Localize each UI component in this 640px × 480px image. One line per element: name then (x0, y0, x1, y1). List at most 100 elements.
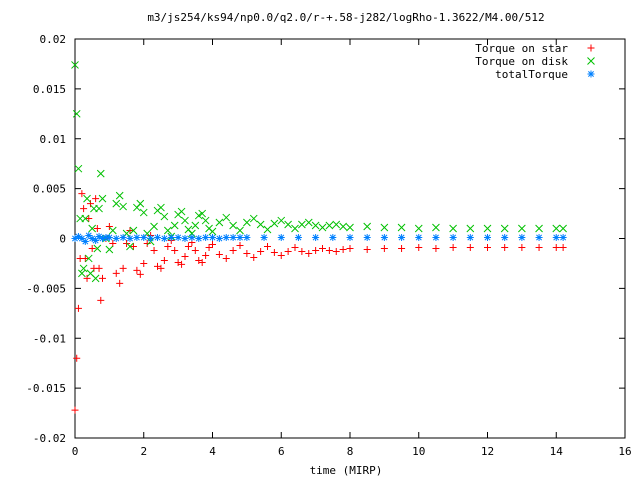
data-point (74, 304, 82, 312)
data-point (319, 244, 326, 252)
data-point (466, 224, 475, 233)
data-point (483, 224, 492, 233)
data-point (339, 222, 347, 231)
data-point (484, 243, 491, 251)
data-point (229, 246, 237, 254)
data-point (215, 250, 223, 258)
data-point (88, 244, 96, 252)
data-point (270, 219, 279, 228)
x-axis-label: time (MIRP) (310, 464, 383, 477)
data-point (195, 235, 203, 242)
data-point (229, 221, 237, 230)
data-point (380, 234, 388, 242)
data-point (99, 235, 106, 242)
data-point (484, 234, 491, 242)
data-point (236, 241, 244, 249)
data-point (363, 245, 371, 253)
data-point (119, 202, 127, 211)
data-point (71, 235, 79, 242)
data-point (277, 234, 285, 242)
data-point (86, 200, 94, 208)
data-point (154, 234, 161, 242)
data-point (81, 214, 90, 223)
data-point (518, 224, 526, 233)
data-point (170, 221, 179, 230)
data-point (85, 232, 93, 240)
data-point (260, 234, 268, 242)
data-point (81, 254, 89, 262)
data-point (129, 226, 138, 235)
x-tick-label: 14 (550, 445, 564, 458)
data-point (277, 251, 285, 259)
data-point (284, 247, 292, 255)
data-point (202, 234, 210, 242)
data-point (91, 274, 100, 283)
data-point (140, 259, 148, 267)
data-point (305, 249, 313, 257)
data-point (243, 218, 251, 227)
data-point (79, 264, 88, 273)
data-point (552, 234, 560, 242)
legend-marker (587, 44, 595, 52)
data-point (222, 254, 230, 262)
data-point (167, 234, 175, 242)
data-point (432, 223, 440, 232)
x-tick-label: 16 (618, 445, 631, 458)
data-point (552, 243, 560, 251)
series (71, 190, 567, 414)
data-point (397, 223, 406, 232)
data-point (191, 221, 200, 230)
data-point (136, 270, 144, 278)
y-tick-label: 0.015 (33, 83, 66, 96)
data-point (160, 256, 168, 264)
x-axis: 0 2 4 6 8 10 12 14 16 (72, 39, 632, 458)
data-point (380, 244, 388, 252)
x-tick-label: 12 (481, 445, 494, 458)
data-point (157, 203, 165, 212)
data-point (126, 235, 134, 242)
data-point (291, 243, 299, 251)
data-point (181, 235, 189, 242)
data-point (415, 234, 423, 242)
data-point (184, 242, 192, 250)
data-point (398, 234, 406, 242)
data-point (115, 191, 124, 200)
data-point (133, 266, 141, 274)
data-point (250, 253, 258, 261)
data-point (291, 224, 299, 233)
data-point (92, 236, 100, 244)
data-point (198, 209, 207, 218)
data-point (201, 216, 210, 225)
data-point (78, 190, 86, 198)
data-point (171, 246, 179, 254)
data-point (363, 222, 372, 231)
data-point (174, 234, 182, 242)
data-point (95, 264, 103, 272)
x-tick-label: 0 (72, 445, 79, 458)
data-point (198, 258, 206, 266)
data-point (501, 243, 509, 251)
data-point (80, 205, 88, 213)
data-point (243, 249, 251, 257)
data-point (318, 223, 327, 232)
data-point (202, 251, 210, 259)
data-point (222, 213, 231, 222)
data-point (209, 234, 216, 242)
x-tick-label: 2 (140, 445, 147, 458)
y-tick-label: 0.005 (33, 183, 66, 196)
x-tick-label: 4 (209, 445, 216, 458)
series-layer (71, 61, 567, 414)
data-point (277, 216, 286, 225)
data-point (559, 234, 567, 242)
data-point (535, 224, 543, 233)
data-point (143, 239, 151, 247)
data-point (243, 234, 251, 242)
data-point (518, 234, 526, 242)
data-point (88, 235, 96, 242)
data-point (535, 243, 543, 251)
x-tick-label: 6 (278, 445, 285, 458)
data-point (332, 247, 340, 255)
data-point (380, 223, 389, 232)
data-point (304, 218, 313, 227)
